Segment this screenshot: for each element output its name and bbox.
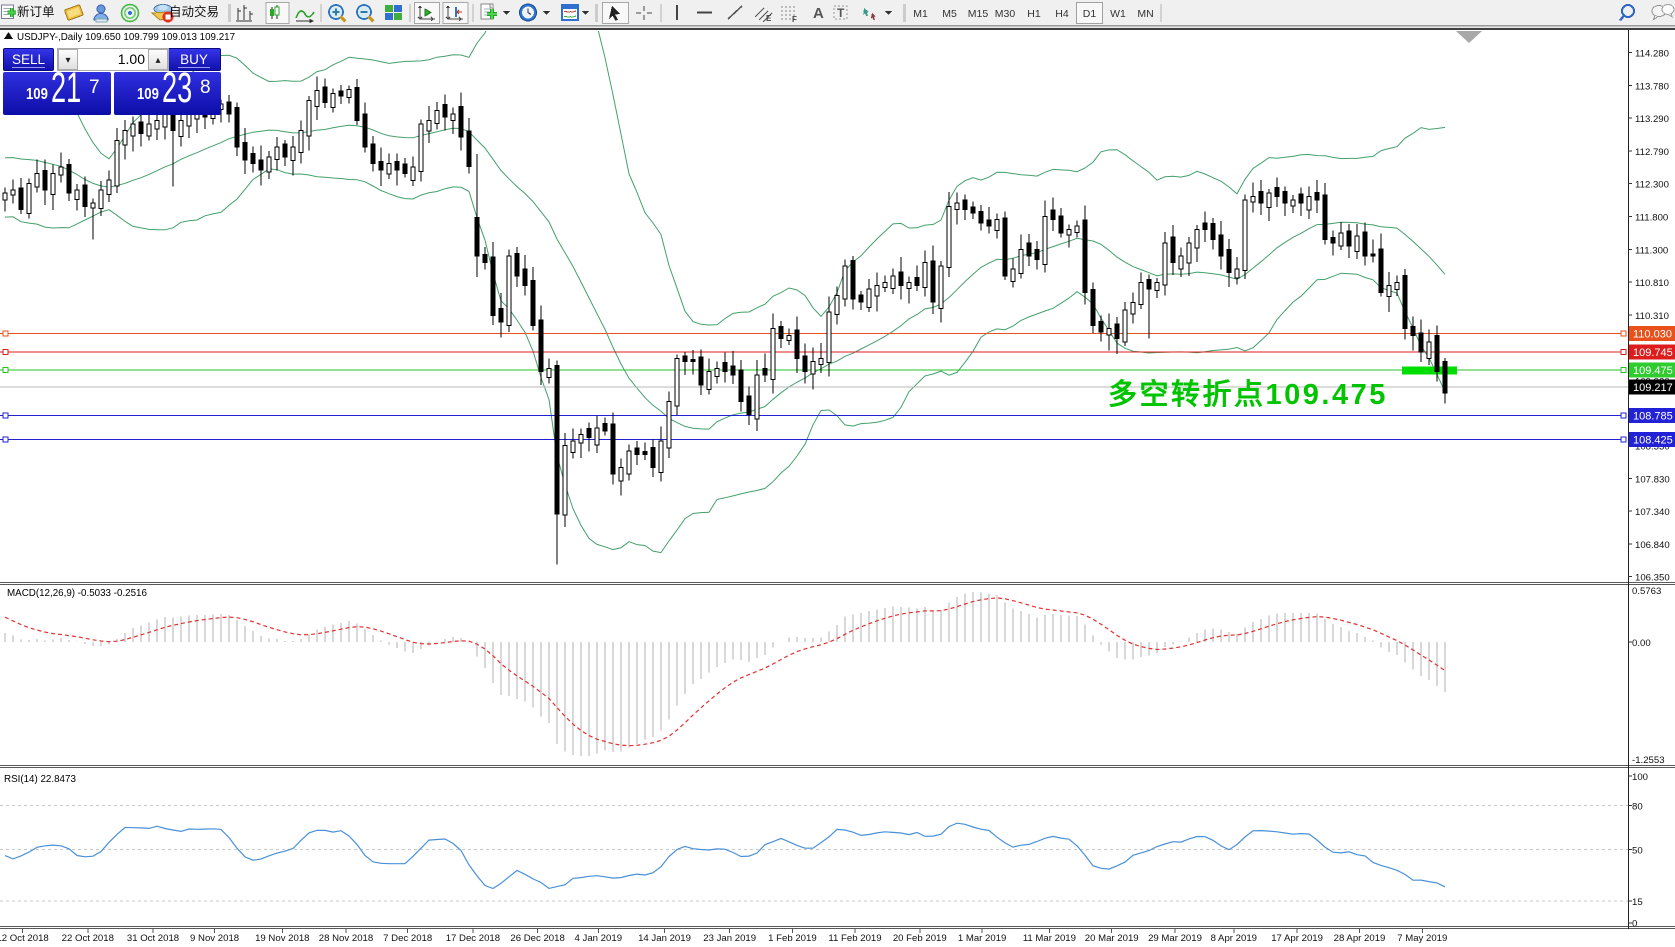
svg-text:A: A [813,5,824,22]
svg-text:109.475: 109.475 [1633,365,1673,377]
svg-text:17 Dec 2018: 17 Dec 2018 [446,933,500,944]
svg-text:106.350: 106.350 [1635,573,1670,584]
svg-text:113.290: 113.290 [1635,114,1669,125]
svg-text:7 Dec 2018: 7 Dec 2018 [383,933,432,944]
svg-text:106.840: 106.840 [1635,540,1670,551]
svg-text:RSI(14) 22.8473: RSI(14) 22.8473 [4,774,76,785]
svg-text:MN: MN [1137,8,1153,20]
svg-text:7 May 2019: 7 May 2019 [1397,933,1447,944]
svg-text:E: E [766,14,772,23]
svg-text:M30: M30 [995,8,1016,20]
svg-text:110.030: 110.030 [1633,328,1672,340]
svg-text:0.00: 0.00 [1632,638,1651,649]
svg-text:22 Oct 2018: 22 Oct 2018 [62,933,114,944]
svg-text:新订单: 新订单 [17,4,55,19]
svg-text:0: 0 [1632,919,1637,930]
svg-text:USDJPY-,Daily 109.650 109.799: USDJPY-,Daily 109.650 109.799 109.013 10… [17,32,235,43]
svg-text:114.280: 114.280 [1635,48,1669,59]
svg-text:M15: M15 [968,8,989,20]
svg-text:20 Feb 2019: 20 Feb 2019 [893,933,947,944]
svg-text:19 Nov 2018: 19 Nov 2018 [255,933,309,944]
svg-text:-1.2553: -1.2553 [1632,755,1665,766]
svg-text:M5: M5 [942,8,957,20]
svg-text:8 Apr 2019: 8 Apr 2019 [1211,933,1257,944]
svg-text:23 Jan 2019: 23 Jan 2019 [703,933,756,944]
svg-text:26 Dec 2018: 26 Dec 2018 [510,933,564,944]
svg-text:28 Nov 2018: 28 Nov 2018 [319,933,373,944]
svg-text:17 Apr 2019: 17 Apr 2019 [1271,933,1323,944]
svg-text:15: 15 [1632,897,1643,908]
svg-text:112.790: 112.790 [1635,147,1669,158]
svg-text:D1: D1 [1083,8,1097,20]
svg-text:113.780: 113.780 [1635,81,1669,92]
svg-text:108.330: 108.330 [1635,442,1670,453]
svg-text:108.785: 108.785 [1633,411,1673,423]
svg-text:1 Mar 2019: 1 Mar 2019 [958,933,1007,944]
svg-text:108.425: 108.425 [1633,434,1673,446]
svg-text:自动交易: 自动交易 [169,4,219,19]
svg-text:110.810: 110.810 [1635,278,1669,289]
svg-text:9 Nov 2018: 9 Nov 2018 [190,933,239,944]
svg-text:0.5763: 0.5763 [1632,586,1661,597]
svg-text:28 Apr 2019: 28 Apr 2019 [1334,933,1386,944]
svg-text:14 Jan 2019: 14 Jan 2019 [638,933,691,944]
svg-text:11 Feb 2019: 11 Feb 2019 [828,933,881,944]
svg-text:12 Oct 2018: 12 Oct 2018 [0,933,49,944]
svg-text:111.300: 111.300 [1635,245,1668,256]
svg-text:31 Oct 2018: 31 Oct 2018 [127,933,179,944]
svg-text:1 Feb 2019: 1 Feb 2019 [768,933,817,944]
svg-text:H4: H4 [1055,8,1069,20]
svg-text:F: F [792,15,797,24]
svg-text:多空转折点109.475: 多空转折点109.475 [1108,377,1388,411]
svg-text:4 Jan 2019: 4 Jan 2019 [575,933,622,944]
svg-text:20 Mar 2019: 20 Mar 2019 [1085,933,1139,944]
svg-text:80: 80 [1632,801,1643,812]
svg-text:107.340: 107.340 [1635,507,1670,518]
svg-text:111.800: 111.800 [1635,212,1668,223]
svg-text:109.745: 109.745 [1633,347,1673,359]
svg-text:107.830: 107.830 [1635,475,1670,486]
svg-text:T: T [837,6,845,20]
svg-text:29 Mar 2019: 29 Mar 2019 [1148,933,1202,944]
svg-text:MACD(12,26,9) -0.5033 -0.2516: MACD(12,26,9) -0.5033 -0.2516 [7,588,148,599]
svg-text:100: 100 [1632,772,1648,783]
svg-text:109.217: 109.217 [1633,382,1673,394]
svg-text:110.310: 110.310 [1635,311,1669,322]
svg-text:11 Mar 2019: 11 Mar 2019 [1023,933,1076,944]
svg-text:M1: M1 [913,8,928,20]
svg-text:H1: H1 [1027,8,1041,20]
svg-text:50: 50 [1632,846,1643,857]
svg-text:112.300: 112.300 [1635,179,1669,190]
svg-text:W1: W1 [1110,8,1126,20]
